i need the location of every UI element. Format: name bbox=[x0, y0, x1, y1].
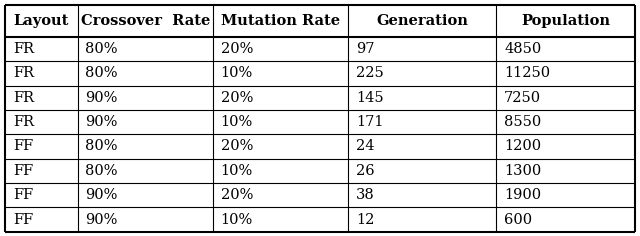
Text: 171: 171 bbox=[356, 115, 383, 129]
Text: 97: 97 bbox=[356, 42, 374, 56]
Text: 20%: 20% bbox=[221, 91, 253, 105]
Text: FR: FR bbox=[13, 115, 34, 129]
Text: FR: FR bbox=[13, 42, 34, 56]
Text: 38: 38 bbox=[356, 188, 375, 202]
Text: 24: 24 bbox=[356, 139, 374, 153]
Text: FF: FF bbox=[13, 188, 33, 202]
Text: Mutation Rate: Mutation Rate bbox=[221, 14, 340, 28]
Text: Layout: Layout bbox=[13, 14, 69, 28]
Text: FF: FF bbox=[13, 139, 33, 153]
Text: 1200: 1200 bbox=[504, 139, 541, 153]
Text: 90%: 90% bbox=[85, 213, 118, 227]
Text: 90%: 90% bbox=[85, 91, 118, 105]
Text: 4850: 4850 bbox=[504, 42, 541, 56]
Text: FR: FR bbox=[13, 91, 34, 105]
Text: 10%: 10% bbox=[221, 164, 253, 178]
Text: 225: 225 bbox=[356, 66, 384, 80]
Text: FR: FR bbox=[13, 66, 34, 80]
Text: 26: 26 bbox=[356, 164, 374, 178]
Text: 80%: 80% bbox=[85, 66, 118, 80]
Text: 90%: 90% bbox=[85, 115, 118, 129]
Text: 1300: 1300 bbox=[504, 164, 541, 178]
Text: Generation: Generation bbox=[376, 14, 468, 28]
Text: 8550: 8550 bbox=[504, 115, 541, 129]
Text: 12: 12 bbox=[356, 213, 374, 227]
Text: 1900: 1900 bbox=[504, 188, 541, 202]
Text: 11250: 11250 bbox=[504, 66, 550, 80]
Text: 10%: 10% bbox=[221, 66, 253, 80]
Text: 600: 600 bbox=[504, 213, 532, 227]
Text: FF: FF bbox=[13, 213, 33, 227]
Text: 10%: 10% bbox=[221, 115, 253, 129]
Text: 90%: 90% bbox=[85, 188, 118, 202]
Text: 80%: 80% bbox=[85, 139, 118, 153]
Text: 7250: 7250 bbox=[504, 91, 541, 105]
Text: 20%: 20% bbox=[221, 42, 253, 56]
Text: 20%: 20% bbox=[221, 188, 253, 202]
Text: 80%: 80% bbox=[85, 42, 118, 56]
Text: 10%: 10% bbox=[221, 213, 253, 227]
Text: Crossover  Rate: Crossover Rate bbox=[81, 14, 210, 28]
Text: 20%: 20% bbox=[221, 139, 253, 153]
Text: FF: FF bbox=[13, 164, 33, 178]
Text: Population: Population bbox=[521, 14, 610, 28]
Text: 145: 145 bbox=[356, 91, 383, 105]
Text: 80%: 80% bbox=[85, 164, 118, 178]
